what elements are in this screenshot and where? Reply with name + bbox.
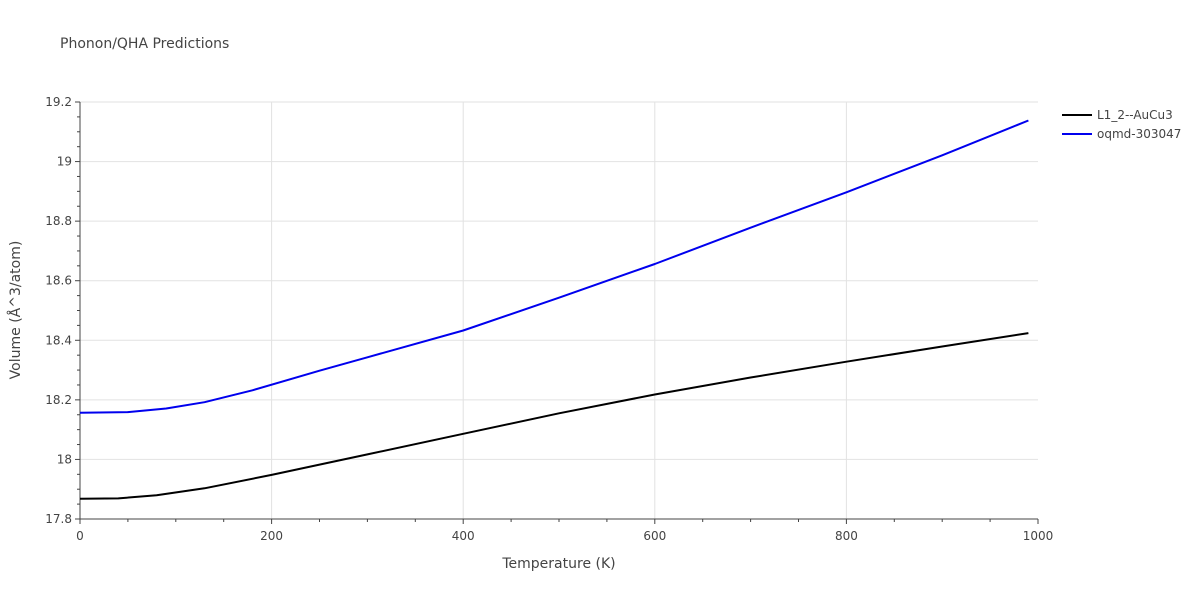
y-tick-label: 19 [57, 155, 72, 169]
legend-label-1: oqmd-303047 [1097, 127, 1181, 141]
y-tick-label: 19.2 [45, 95, 72, 109]
x-tick-label: 200 [260, 529, 283, 543]
x-tick-label: 800 [835, 529, 858, 543]
y-tick-label: 18.6 [45, 274, 72, 288]
legend: L1_2--AuCu3 oqmd-303047 [1062, 108, 1181, 141]
x-tick-label: 0 [76, 529, 84, 543]
legend-label-0: L1_2--AuCu3 [1097, 108, 1173, 122]
grid [80, 101, 1038, 519]
axes [75, 101, 1039, 524]
x-tick-label: 600 [643, 529, 666, 543]
series-lines [79, 119, 1029, 500]
chart-title: Phonon/QHA Predictions [60, 36, 230, 52]
x-tick-label: 1000 [1023, 529, 1054, 543]
y-tick-label: 17.8 [45, 512, 72, 526]
x-axis-title: Temperature (K) [501, 556, 615, 572]
y-tick-label: 18.8 [45, 214, 72, 228]
y-tick-label: 18.4 [45, 333, 72, 347]
y-axis-title: Volume (Å^3/atom) [7, 241, 24, 380]
tick-labels: 0 200 400 600 800 1000 17.8 18 18.2 18.4 18.6 18.8 1… [45, 95, 1053, 543]
series-line-0 [79, 332, 1029, 500]
x-tick-label: 400 [452, 529, 475, 543]
y-tick-label: 18.2 [45, 393, 72, 407]
series-line-1 [79, 119, 1029, 414]
y-tick-label: 18 [57, 452, 72, 466]
